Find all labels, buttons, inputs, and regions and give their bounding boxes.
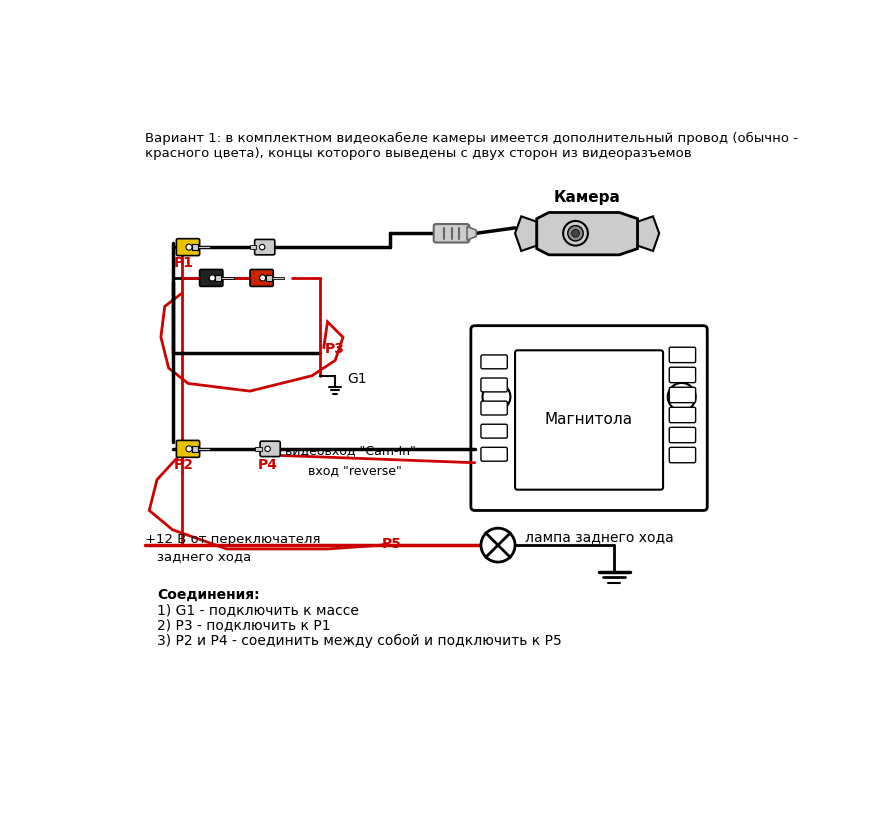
Circle shape bbox=[260, 275, 266, 281]
Bar bbox=[221, 277, 233, 279]
FancyBboxPatch shape bbox=[250, 269, 273, 287]
Text: лампа заднего хода: лампа заднего хода bbox=[525, 530, 674, 544]
FancyBboxPatch shape bbox=[260, 441, 280, 456]
FancyBboxPatch shape bbox=[669, 367, 696, 383]
Bar bbox=[265, 275, 271, 281]
Bar bbox=[198, 447, 210, 450]
Circle shape bbox=[563, 221, 588, 245]
FancyBboxPatch shape bbox=[669, 347, 696, 363]
Polygon shape bbox=[637, 216, 659, 251]
Text: Вариант 1: в комплектном видеокабеле камеры имеется дополнительный провод (обычн: Вариант 1: в комплектном видеокабеле кам… bbox=[145, 132, 797, 160]
FancyBboxPatch shape bbox=[481, 355, 507, 369]
FancyBboxPatch shape bbox=[669, 407, 696, 423]
Circle shape bbox=[667, 383, 696, 410]
Text: P4: P4 bbox=[258, 458, 278, 472]
Polygon shape bbox=[537, 213, 637, 255]
Text: Соединения:: Соединения: bbox=[157, 588, 260, 602]
FancyBboxPatch shape bbox=[255, 240, 275, 255]
FancyBboxPatch shape bbox=[481, 401, 507, 415]
Text: 2) Р3 - подключить к Р1: 2) Р3 - подключить к Р1 bbox=[157, 618, 331, 632]
FancyBboxPatch shape bbox=[481, 447, 507, 461]
Bar bbox=[198, 246, 210, 248]
Circle shape bbox=[186, 244, 192, 250]
Text: заднего хода: заднего хода bbox=[157, 550, 251, 562]
Circle shape bbox=[259, 245, 265, 250]
FancyBboxPatch shape bbox=[515, 351, 663, 489]
Bar bbox=[250, 245, 256, 250]
Circle shape bbox=[481, 528, 515, 562]
FancyBboxPatch shape bbox=[200, 269, 223, 287]
Text: Камера: Камера bbox=[553, 190, 621, 204]
Circle shape bbox=[265, 446, 271, 452]
Bar bbox=[192, 244, 198, 250]
Text: 1) G1 - подключить к массе: 1) G1 - подключить к массе bbox=[157, 603, 359, 617]
Polygon shape bbox=[515, 216, 537, 251]
Text: G1: G1 bbox=[347, 372, 367, 386]
Circle shape bbox=[483, 383, 510, 410]
Circle shape bbox=[186, 446, 192, 452]
FancyBboxPatch shape bbox=[669, 427, 696, 443]
FancyBboxPatch shape bbox=[481, 424, 507, 438]
FancyBboxPatch shape bbox=[434, 224, 469, 242]
FancyBboxPatch shape bbox=[669, 447, 696, 463]
FancyBboxPatch shape bbox=[177, 239, 200, 255]
Bar bbox=[271, 277, 284, 279]
Circle shape bbox=[210, 275, 216, 281]
FancyBboxPatch shape bbox=[177, 440, 200, 457]
Text: вход "reverse": вход "reverse" bbox=[309, 464, 402, 477]
Text: P2: P2 bbox=[174, 458, 194, 472]
Text: P5: P5 bbox=[382, 538, 401, 552]
Text: P3: P3 bbox=[324, 342, 344, 355]
Bar bbox=[192, 446, 198, 452]
Bar bbox=[255, 447, 262, 452]
Bar bbox=[215, 275, 221, 281]
Text: Магнитола: Магнитола bbox=[545, 412, 633, 428]
Polygon shape bbox=[467, 227, 476, 241]
Text: +12 В от переключателя: +12 В от переключателя bbox=[145, 533, 320, 546]
Text: P1: P1 bbox=[174, 256, 194, 270]
FancyBboxPatch shape bbox=[481, 378, 507, 392]
Circle shape bbox=[572, 229, 579, 237]
FancyBboxPatch shape bbox=[471, 326, 707, 511]
Text: 3) Р2 и Р4 - соединить между собой и подключить к Р5: 3) Р2 и Р4 - соединить между собой и под… bbox=[157, 634, 561, 648]
FancyBboxPatch shape bbox=[669, 388, 696, 402]
Text: видеовход "Cam-In": видеовход "Cam-In" bbox=[285, 444, 415, 457]
Circle shape bbox=[568, 226, 583, 241]
